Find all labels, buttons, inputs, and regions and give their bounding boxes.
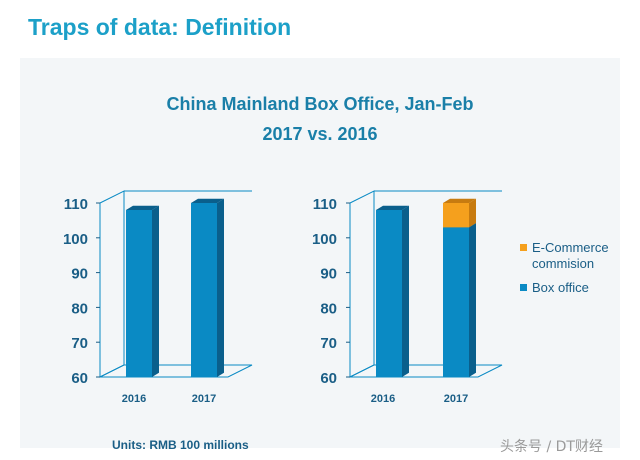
x-category-label: 2016 xyxy=(122,393,146,405)
bar-top xyxy=(126,205,159,210)
chart-floor xyxy=(99,364,253,378)
slide-background-band xyxy=(20,58,620,448)
bar-2017-box-office xyxy=(443,227,469,377)
chart-side-wall xyxy=(99,190,125,378)
y-tick-label: 110 xyxy=(313,196,337,213)
bar-2017-ecommerce xyxy=(443,203,469,228)
bar-2016-box-office xyxy=(126,209,152,377)
watermark: 头条号 / DT财经 xyxy=(500,439,603,455)
y-tick-label: 80 xyxy=(320,300,337,317)
bar-2017-box-office xyxy=(191,203,217,377)
x-category-label: 2016 xyxy=(371,393,395,405)
bar-side xyxy=(217,198,224,377)
bar-2016-box-office xyxy=(376,209,402,377)
y-tick-label: 90 xyxy=(71,266,88,283)
units-note: Units: RMB 100 millions xyxy=(112,438,249,452)
chart-title: China Mainland Box Office, Jan-Feb xyxy=(166,94,474,114)
chart-subtitle: 2017 vs. 2016 xyxy=(262,124,378,144)
y-tick-label: 100 xyxy=(63,231,88,248)
y-tick-label: 60 xyxy=(320,370,337,387)
legend-label: Box office xyxy=(532,280,589,295)
y-tick-label: 90 xyxy=(320,266,337,283)
bar-side xyxy=(402,205,409,377)
bar-side xyxy=(469,223,476,377)
y-tick-label: 100 xyxy=(312,231,337,248)
x-category-label: 2017 xyxy=(192,393,216,405)
bar-top xyxy=(376,205,409,210)
bar-top xyxy=(443,198,476,203)
slide-title: Traps of data: Definition xyxy=(28,14,292,40)
y-tick-label: 80 xyxy=(71,300,88,317)
legend-label: commision xyxy=(532,256,594,271)
bar-top xyxy=(191,198,224,203)
y-tick-label: 70 xyxy=(320,335,337,352)
y-tick-label: 70 xyxy=(71,335,88,352)
y-tick-label: 110 xyxy=(64,196,88,213)
y-tick-label: 60 xyxy=(71,370,88,387)
x-category-label: 2017 xyxy=(444,393,468,405)
chart-1: 60 70 80 90 100 110 2016 2017 xyxy=(63,190,253,405)
chart-floor xyxy=(349,364,503,378)
chart-2: 60 70 80 90 100 110 2016 2017 E-Commercecommisio… xyxy=(312,190,609,405)
bar-side xyxy=(152,205,159,377)
legend-label: E-Commerce xyxy=(532,240,609,255)
bar-side xyxy=(469,198,476,228)
chart-side-wall xyxy=(349,190,375,378)
legend-swatch-ecommerce xyxy=(520,244,527,251)
legend-swatch-box-office xyxy=(520,284,527,291)
